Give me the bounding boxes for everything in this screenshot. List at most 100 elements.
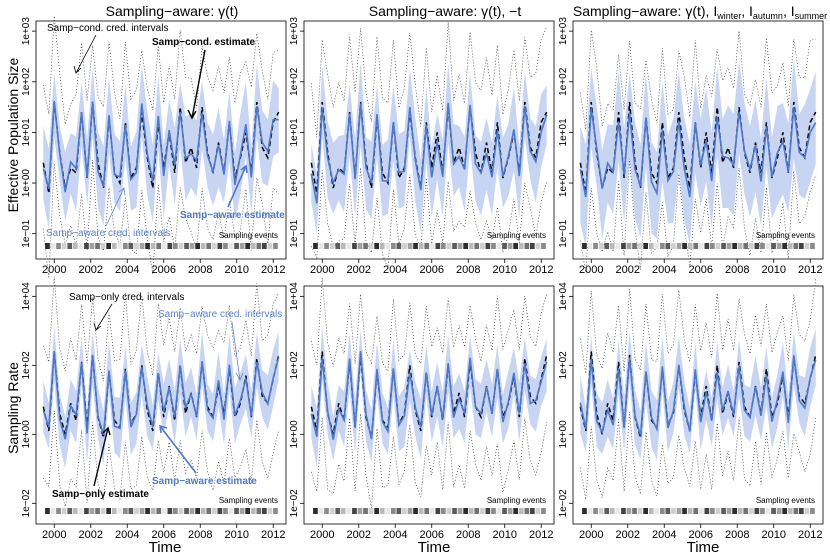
p3-xtick-label-2: 2004	[652, 264, 676, 276]
panel-title-3-sub-autumn: autumn	[753, 11, 783, 21]
p5-sampling-event-1	[318, 508, 324, 514]
p1-xtick-label-6: 2012	[261, 264, 285, 276]
p5-sampling-event-38	[524, 508, 530, 514]
p1-xtick-label-3: 2006	[151, 264, 175, 276]
p5-sampling-event-40	[535, 508, 541, 514]
p3-sampling-event-21	[698, 243, 704, 249]
p5-sampling-event-30	[480, 508, 485, 514]
arrowhead-samp-only-intervals	[93, 322, 102, 331]
p4-sampling-event-4	[67, 508, 73, 514]
p2-cond-interval-upper	[310, 22, 548, 138]
p3-sampling-event-8	[626, 243, 632, 249]
p1-sampling-event-8	[89, 243, 95, 249]
p4-sampling-event-41	[273, 508, 278, 514]
p3-sampling-event-9	[632, 243, 637, 249]
p2-sampling-event-5	[340, 243, 346, 249]
p1-sampling-event-7	[84, 243, 89, 249]
p3-sampling-event-13	[654, 243, 660, 249]
p2-sampling-event-15	[396, 243, 402, 249]
p5-sampling-event-5	[340, 508, 346, 514]
p5-sampling-event-27	[463, 508, 468, 514]
p2-sampling-event-41	[541, 243, 546, 249]
p1-sampling-event-17	[139, 243, 145, 249]
p6-sampling-event-35	[776, 508, 782, 514]
annot-samp-aware-estimate-top: Samp−aware estimate	[180, 210, 285, 221]
annot-samp-cond-estimate: Samp−cond. estimate	[152, 37, 256, 48]
p3-sampling-event-11	[643, 243, 648, 249]
panel-title-3: Sampling−aware: γ(t), Iwinter, Iautumn, …	[573, 3, 827, 21]
p1-sampling-event-38	[256, 243, 262, 249]
p4-sampling-event-16	[134, 508, 139, 514]
p6-sampling-event-17	[676, 508, 682, 514]
p5-sampling-event-6	[346, 508, 352, 514]
p3-xtick-label-0: 2000	[579, 264, 603, 276]
p3-sampling-event-24	[715, 243, 721, 249]
p3-ytick-label-1: 1e+00	[558, 169, 569, 198]
p4-sampling-events-label: Sampling events	[219, 496, 278, 505]
p4-sampling-event-27	[195, 508, 200, 514]
p2-sampling-event-14	[391, 243, 396, 249]
p2-xtick-label-6: 2012	[529, 264, 553, 276]
p3-sampling-event-37	[787, 243, 793, 249]
p2-sampling-event-22	[435, 243, 441, 249]
p4-sampling-event-31	[217, 508, 223, 514]
p2-sampling-event-0	[313, 243, 318, 249]
p1-ytick-label-3: 1e+02	[21, 67, 32, 96]
p2-xtick-label-0: 2000	[310, 264, 334, 276]
p1-ytick-label-4: 1e+03	[21, 17, 32, 46]
p1-xtick-label-4: 2008	[188, 264, 212, 276]
p6-sampling-event-21	[698, 508, 704, 514]
p1-xtick-label-5: 2010	[224, 264, 248, 276]
p6-sampling-event-25	[721, 508, 726, 514]
p4-sampling-event-5	[72, 508, 78, 514]
p2-sampling-event-35	[507, 243, 513, 249]
p6-frame	[572, 285, 824, 525]
p2-ytick-label-3: 1e+02	[289, 67, 300, 96]
p6-sampling-events-label: Sampling events	[756, 496, 815, 505]
p1-sampling-event-14	[123, 243, 128, 249]
p6-sampling-event-24	[715, 508, 721, 514]
p1-sampling-event-18	[145, 243, 150, 249]
p2-sampling-event-33	[496, 243, 502, 249]
p4-aware-estimate	[42, 351, 280, 440]
panels: 1e−01 1e+00 1e+01 1e+02 1e+03 2000 2002 2004 200…	[21, 15, 824, 541]
p6-xtick-label-2: 2004	[652, 529, 676, 541]
p6-sampling-event-6	[615, 508, 621, 514]
p6-sampling-event-39	[799, 508, 804, 514]
p1-sampling-event-12	[111, 243, 117, 249]
annot-samp-aware-intervals-top: Samp−aware cred. intervals	[46, 228, 170, 239]
p6-sampling-event-23	[710, 508, 715, 514]
p5-sampling-event-3	[329, 508, 335, 514]
p5-sampling-event-32	[491, 508, 496, 514]
p2-sampling-event-18	[413, 243, 418, 249]
p1-ytick-label-2: 1e+01	[21, 118, 32, 147]
p2-sampling-event-12	[379, 243, 385, 249]
p1-sampling-event-10	[100, 243, 106, 249]
p4-sampling-event-35	[239, 508, 245, 514]
p4-ytick-label-2: 1e+02	[21, 351, 32, 380]
p6-sampling-event-16	[671, 508, 676, 514]
p3-aware-estimate	[579, 106, 817, 198]
p4-xtick-label-1: 2002	[79, 529, 103, 541]
p6-aware-estimate	[579, 355, 817, 436]
p3-ytick-label-4: 1e+03	[558, 17, 569, 46]
p1-cond-interval-lower	[42, 160, 279, 279]
p6-sampling-event-8	[626, 508, 632, 514]
arrow-samp-cond-intervals	[75, 34, 97, 74]
p5-sampling-event-18	[413, 508, 418, 514]
p4-ytick-label-0: 1e−02	[21, 489, 32, 518]
p2-sampling-event-31	[485, 243, 491, 249]
p5-cond-interval-upper	[310, 277, 548, 373]
p4-sampling-event-7	[84, 508, 89, 514]
p3-xtick-label-4: 2008	[725, 264, 749, 276]
p4-sampling-event-30	[212, 508, 217, 514]
p2-sampling-event-20	[424, 243, 430, 249]
p3-sampling-event-29	[743, 243, 749, 249]
p1-frame	[35, 20, 287, 260]
p2-sampling-event-40	[535, 243, 541, 249]
p6-ytick-label-0: 1e−02	[558, 489, 569, 518]
p4-sampling-event-32	[223, 508, 228, 514]
p6-xtick-label-5: 2010	[761, 529, 785, 541]
p6-sampling-event-37	[787, 508, 793, 514]
p6-sampling-event-38	[793, 508, 799, 514]
